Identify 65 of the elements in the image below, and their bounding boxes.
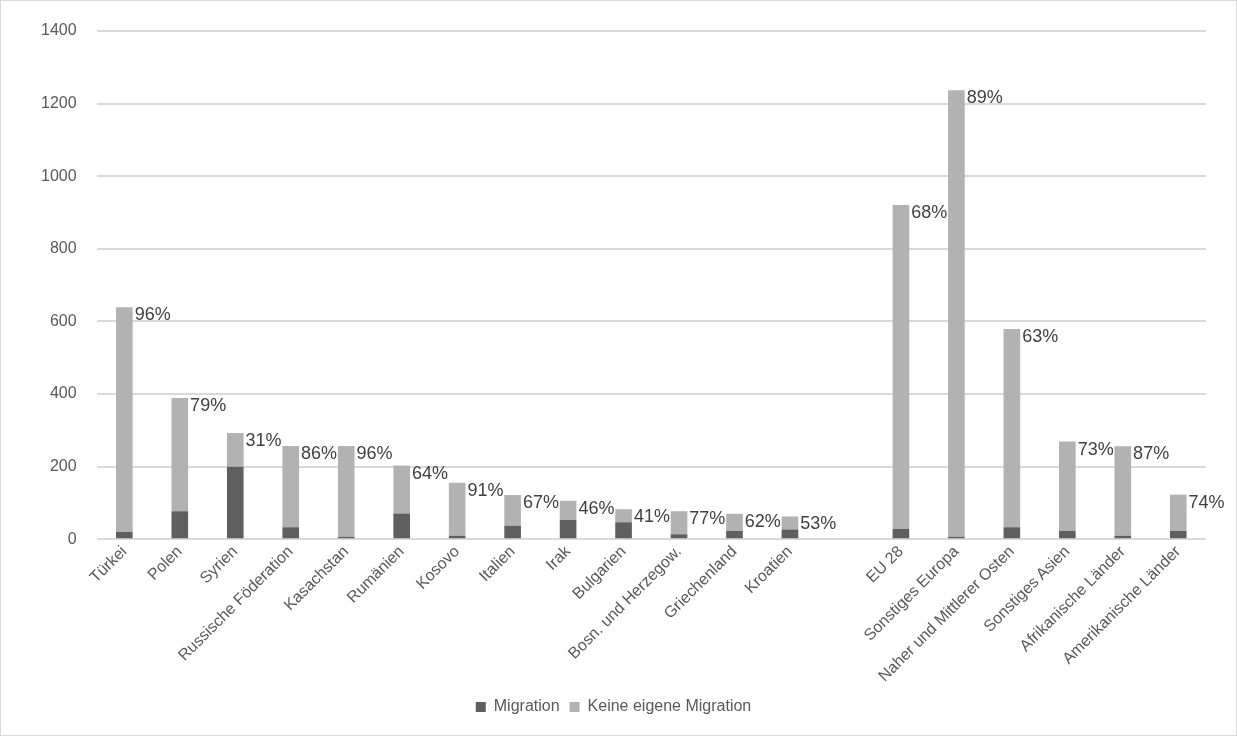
bar (116, 307, 133, 532)
bar (393, 465, 410, 514)
annotation: 68% (911, 201, 948, 222)
y-tick-label: 1200 (41, 94, 77, 112)
bar (282, 527, 300, 539)
bar (781, 516, 799, 530)
bar (781, 529, 799, 539)
bar (726, 530, 743, 539)
annotation: 31% (245, 429, 282, 450)
bar (337, 445, 355, 537)
annotation: 96% (356, 442, 393, 463)
y-tick-label: 1400 (41, 21, 77, 39)
bar (393, 513, 410, 539)
annotation: 73% (1077, 438, 1114, 459)
bar (670, 511, 688, 535)
bar (1003, 329, 1021, 528)
bar (282, 445, 300, 528)
legend-label: Keine eigene Migration (587, 697, 752, 715)
annotation: 63% (1022, 326, 1059, 347)
x-tick-label: EU 28 (862, 542, 907, 586)
bar (1169, 530, 1187, 539)
y-tick-label: 600 (49, 311, 77, 329)
bar (171, 511, 189, 539)
bar (226, 432, 244, 467)
annotation: 89% (966, 87, 1003, 108)
bar (559, 500, 577, 521)
annotation: 41% (633, 506, 670, 527)
annotation: 91% (467, 479, 504, 500)
bar (171, 398, 189, 512)
bar (892, 529, 910, 539)
bar (448, 482, 466, 536)
y-tick-label: 0 (67, 529, 77, 547)
y-tick-label: 800 (49, 239, 77, 257)
bar (226, 466, 244, 539)
y-tick-label: 1000 (41, 166, 77, 184)
bar (1114, 446, 1132, 536)
bar (559, 520, 577, 539)
annotation: 62% (744, 510, 781, 531)
annotation: 86% (301, 442, 338, 463)
annotation: 67% (522, 491, 559, 512)
y-tick-label: 400 (49, 384, 77, 402)
annotation: 64% (412, 462, 449, 483)
y-tick-label: 200 (49, 457, 77, 475)
bar (1059, 530, 1076, 539)
bar (615, 509, 632, 523)
legend-label: Migration (493, 697, 560, 715)
bar (1059, 441, 1076, 531)
annotation: 74% (1188, 491, 1225, 512)
annotation: 96% (134, 304, 171, 325)
annotation: 46% (578, 497, 615, 518)
bar (948, 90, 965, 537)
annotation: 77% (689, 508, 726, 529)
bar (726, 513, 743, 531)
bar (892, 204, 910, 530)
bar (504, 494, 521, 526)
annotation: 79% (190, 395, 227, 416)
bar (1169, 494, 1187, 531)
annotation: 87% (1133, 443, 1170, 464)
bar (1003, 527, 1021, 539)
bar (615, 522, 632, 539)
bar (116, 532, 133, 539)
bar (670, 534, 688, 539)
bar (504, 525, 521, 539)
annotation: 53% (800, 513, 837, 534)
x-tick-label: Irak (542, 541, 575, 574)
